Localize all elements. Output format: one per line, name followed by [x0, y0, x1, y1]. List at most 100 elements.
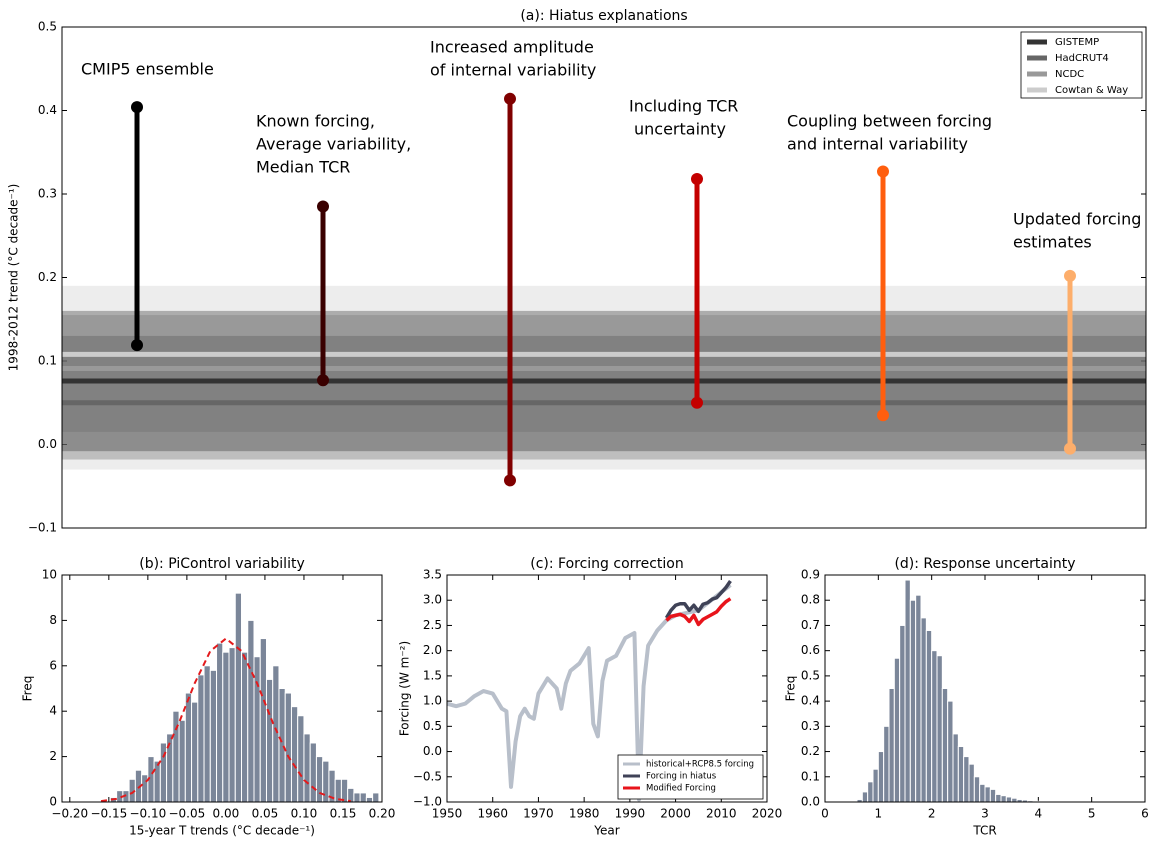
plot-area	[856, 579, 1039, 802]
hist-bar	[968, 763, 975, 802]
y-tick-label: 10	[42, 568, 57, 582]
x-axis-label: 15-year T trends (°C decade⁻¹)	[129, 824, 315, 838]
hist-bar	[234, 592, 243, 802]
y-tick-label: 6	[49, 658, 57, 672]
hist-bar	[867, 781, 874, 802]
hist-bar	[904, 579, 911, 802]
y-axis-label: Freq	[784, 676, 798, 702]
hist-bar	[184, 692, 193, 802]
panel: (c): Forcing correction −1.0 −0.5 0.0 0.5 1.0…	[398, 556, 783, 838]
y-tick-label: 0	[49, 795, 57, 809]
hist-bar	[861, 791, 869, 802]
y-tick-label: 2	[49, 749, 57, 763]
y-tick-label: 0.4	[801, 694, 820, 708]
legend-label: Forcing in hiatus	[646, 772, 717, 782]
hist-bar	[216, 642, 224, 802]
x-tick-label: 2	[928, 807, 936, 821]
x-tick-label: 2020	[752, 807, 783, 821]
hist-bar	[872, 768, 879, 802]
legend-label: Cowtan & Way	[1055, 85, 1128, 96]
annotation: Average variability,	[256, 135, 411, 154]
annotation: estimates	[1013, 233, 1092, 252]
hist-bar	[309, 742, 317, 802]
hist-bar	[297, 715, 305, 802]
x-tick-label: 1960	[477, 807, 508, 821]
hist-bar	[947, 700, 954, 802]
x-tick-label: −0.05	[168, 807, 205, 821]
obs-range	[62, 315, 1146, 432]
annotation: of internal variability	[430, 61, 596, 80]
dumbbell-low	[504, 474, 516, 487]
x-tick-label: 0.10	[291, 807, 318, 821]
hist-bar	[228, 647, 236, 802]
y-tick-label: −0.5	[413, 769, 442, 783]
hist-bar	[899, 624, 906, 802]
axes-frame	[61, 26, 1147, 529]
hist-bar	[920, 617, 927, 802]
chart-title: (b): PiControl variability	[139, 556, 304, 572]
annotation: Known forcing,	[256, 112, 375, 131]
hist-bar	[259, 638, 267, 802]
x-tick-label: −0.15	[90, 807, 127, 821]
hist-bar	[963, 756, 970, 802]
hist-bar	[197, 674, 205, 802]
hist-bar	[925, 629, 933, 802]
x-tick-label: 1	[875, 807, 883, 821]
y-tick-label: 0.3	[801, 719, 820, 733]
hist-bar	[141, 774, 149, 802]
plot-area	[447, 580, 732, 802]
y-tick-label: 2.0	[423, 643, 442, 657]
hist-bar	[365, 796, 374, 802]
dumbbell-high	[691, 172, 703, 185]
hist-bar	[931, 650, 938, 802]
hist-bar	[153, 760, 161, 802]
annotation: Coupling between forcing	[787, 112, 992, 131]
annotation: Updated forcing	[1013, 210, 1141, 229]
y-tick-label: 0.2	[38, 270, 57, 284]
legend: historical+RCP8.5 forcing Forcing in hiat…	[617, 754, 764, 800]
y-tick-label: 0.1	[801, 769, 820, 783]
hist-bar	[883, 725, 890, 802]
y-tick-label: 0.9	[801, 568, 820, 582]
annotation: Including TCR	[629, 97, 738, 116]
x-tick-label: 6	[1141, 807, 1149, 821]
y-tick-label: 3.5	[423, 568, 442, 582]
dumbbell-high	[131, 101, 143, 114]
hist-bar	[979, 783, 986, 802]
y-tick-label: 0.0	[801, 795, 820, 809]
hist-bar	[203, 665, 211, 802]
hist-bar	[941, 688, 949, 802]
x-tick-label: 1990	[615, 807, 646, 821]
hist-bar	[1000, 795, 1007, 802]
y-tick-label: 0.5	[423, 719, 442, 733]
hist-bar	[265, 678, 274, 802]
chart-title: (a): Hiatus explanations	[520, 8, 687, 24]
hist-bar	[1005, 796, 1013, 802]
x-tick-label: 0.15	[330, 807, 357, 821]
axes-frame	[824, 574, 1146, 803]
legend-label: HadCRUT4	[1055, 53, 1109, 64]
dumbbell-low	[691, 396, 703, 409]
axes-frame	[61, 574, 383, 803]
hist-bar	[1011, 797, 1018, 802]
series-line	[447, 583, 732, 802]
x-tick-label: 0	[821, 807, 829, 821]
hist-bar	[888, 688, 895, 802]
x-tick-label: 5	[1088, 807, 1096, 821]
hist-bar	[272, 665, 280, 802]
x-tick-label: 1970	[523, 807, 554, 821]
y-tick-label: 0.2	[801, 744, 820, 758]
hist-bar	[315, 756, 324, 802]
y-tick-label: −0.1	[28, 521, 57, 535]
hist-bar	[241, 651, 249, 802]
x-tick-label: −0.20	[51, 807, 88, 821]
x-tick-label: 4	[1035, 807, 1043, 821]
legend: GISTEMP HadCRUT4 NCDC Cowtan & Way	[1020, 31, 1143, 99]
hist-bar	[936, 655, 943, 802]
x-axis-label: TCR	[972, 824, 996, 838]
annotation: uncertainty	[634, 120, 726, 139]
y-tick-label: 0.0	[423, 744, 442, 758]
y-tick-label: 0.4	[38, 103, 57, 117]
hist-bar	[191, 701, 199, 802]
